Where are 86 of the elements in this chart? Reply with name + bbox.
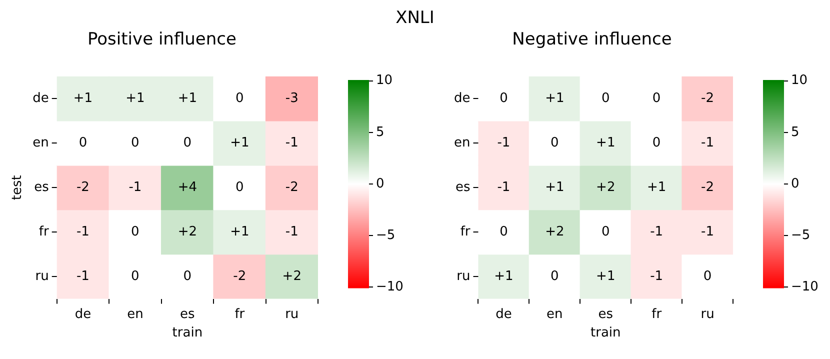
y-tick-label: fr bbox=[38, 224, 50, 240]
x-tick-label: en bbox=[127, 306, 144, 322]
data-label: -1 bbox=[76, 224, 90, 240]
data-label: -1 bbox=[497, 180, 510, 195]
x-tick-label: de bbox=[74, 306, 92, 322]
data-label: -2 bbox=[285, 180, 298, 195]
y-tick-label: de bbox=[32, 91, 49, 106]
data-label: -1 bbox=[650, 268, 664, 284]
x-tick-label: ru bbox=[700, 306, 714, 322]
data-label: +1 bbox=[230, 135, 250, 150]
data-label: -1 bbox=[701, 224, 714, 240]
data-label: 0 bbox=[131, 135, 140, 150]
data-label: +1 bbox=[545, 91, 564, 106]
color-bar-label: 0 bbox=[791, 176, 800, 192]
x-tick-label: fr bbox=[652, 306, 662, 322]
data-label: +1 bbox=[646, 180, 666, 195]
data-label: -1 bbox=[650, 224, 664, 240]
y-tick-label: es bbox=[455, 180, 470, 195]
data-label: 0 bbox=[550, 268, 559, 284]
data-label: 0 bbox=[703, 268, 712, 284]
y-tick-label: fr bbox=[460, 224, 471, 240]
y-tick-label: en bbox=[454, 135, 470, 150]
data-label: -2 bbox=[233, 268, 246, 284]
y-tick-label: ru bbox=[456, 268, 470, 284]
data-label: 0 bbox=[236, 180, 244, 195]
data-label: +2 bbox=[545, 224, 564, 240]
color-bar-label: 0 bbox=[376, 176, 384, 192]
data-label: 0 bbox=[500, 224, 508, 240]
data-label: -3 bbox=[285, 91, 298, 106]
data-label: 0 bbox=[131, 268, 140, 284]
color-bar-label: −5 bbox=[376, 228, 396, 243]
data-label: +1 bbox=[494, 268, 514, 284]
data-label: +2 bbox=[178, 224, 198, 240]
x-axis-title: train bbox=[172, 326, 203, 341]
data-label: +2 bbox=[596, 180, 616, 195]
data-label: -1 bbox=[497, 135, 510, 150]
color-bar-label: 5 bbox=[791, 124, 800, 140]
color-bar-label: 10 bbox=[791, 73, 808, 88]
x-tick-label: fr bbox=[234, 306, 246, 322]
x-tick-label: de bbox=[496, 306, 512, 322]
data-label: -1 bbox=[76, 268, 90, 284]
data-label: +1 bbox=[545, 180, 564, 195]
data-label: +1 bbox=[73, 91, 93, 106]
y-tick-label: en bbox=[32, 135, 49, 150]
data-label: -1 bbox=[128, 180, 142, 195]
data-label: 0 bbox=[601, 91, 610, 106]
data-label: +1 bbox=[596, 268, 616, 284]
data-label: 0 bbox=[78, 135, 88, 150]
data-label: +1 bbox=[230, 224, 250, 240]
data-label: 0 bbox=[652, 135, 661, 150]
data-label: 0 bbox=[500, 91, 508, 106]
data-label: +1 bbox=[178, 91, 198, 106]
chart-title: Positive influence bbox=[88, 30, 236, 50]
y-tick-label: de bbox=[454, 91, 470, 106]
text: XNLI bbox=[394, 8, 436, 28]
x-tick-label: es bbox=[598, 306, 614, 322]
data-label: 0 bbox=[601, 224, 610, 240]
data-label: 0 bbox=[183, 135, 192, 150]
data-label: 0 bbox=[550, 135, 559, 150]
color-bar-label: −10 bbox=[791, 280, 818, 295]
data-label: -2 bbox=[701, 91, 714, 106]
x-tick-label: ru bbox=[285, 306, 299, 322]
color-bar-label: −10 bbox=[376, 280, 404, 295]
data-label: +1 bbox=[126, 91, 145, 106]
color-bar-label: 5 bbox=[376, 124, 384, 140]
y-tick-label: es bbox=[34, 180, 50, 195]
data-label: -2 bbox=[701, 180, 714, 195]
data-label: +2 bbox=[282, 268, 302, 284]
chart-title: Negative influence bbox=[512, 30, 672, 50]
data-label: -1 bbox=[285, 135, 298, 150]
data-label: -1 bbox=[285, 224, 298, 240]
data-label: -2 bbox=[76, 180, 90, 195]
data-label: +1 bbox=[596, 135, 616, 150]
x-tick-label: en bbox=[546, 306, 563, 322]
data-label: +4 bbox=[178, 180, 198, 195]
y-tick-label: ru bbox=[35, 268, 49, 284]
x-axis-title: train bbox=[590, 326, 621, 341]
color-bar-label: 10 bbox=[376, 73, 393, 88]
color-bar-label: −5 bbox=[791, 228, 810, 243]
data-label: 0 bbox=[236, 91, 244, 106]
data-label: -1 bbox=[701, 135, 714, 150]
data-label: 0 bbox=[183, 268, 192, 284]
data-label: 0 bbox=[131, 224, 140, 240]
x-tick-label: es bbox=[180, 306, 196, 322]
y-axis-title: test bbox=[10, 175, 26, 200]
data-label: 0 bbox=[652, 91, 661, 106]
